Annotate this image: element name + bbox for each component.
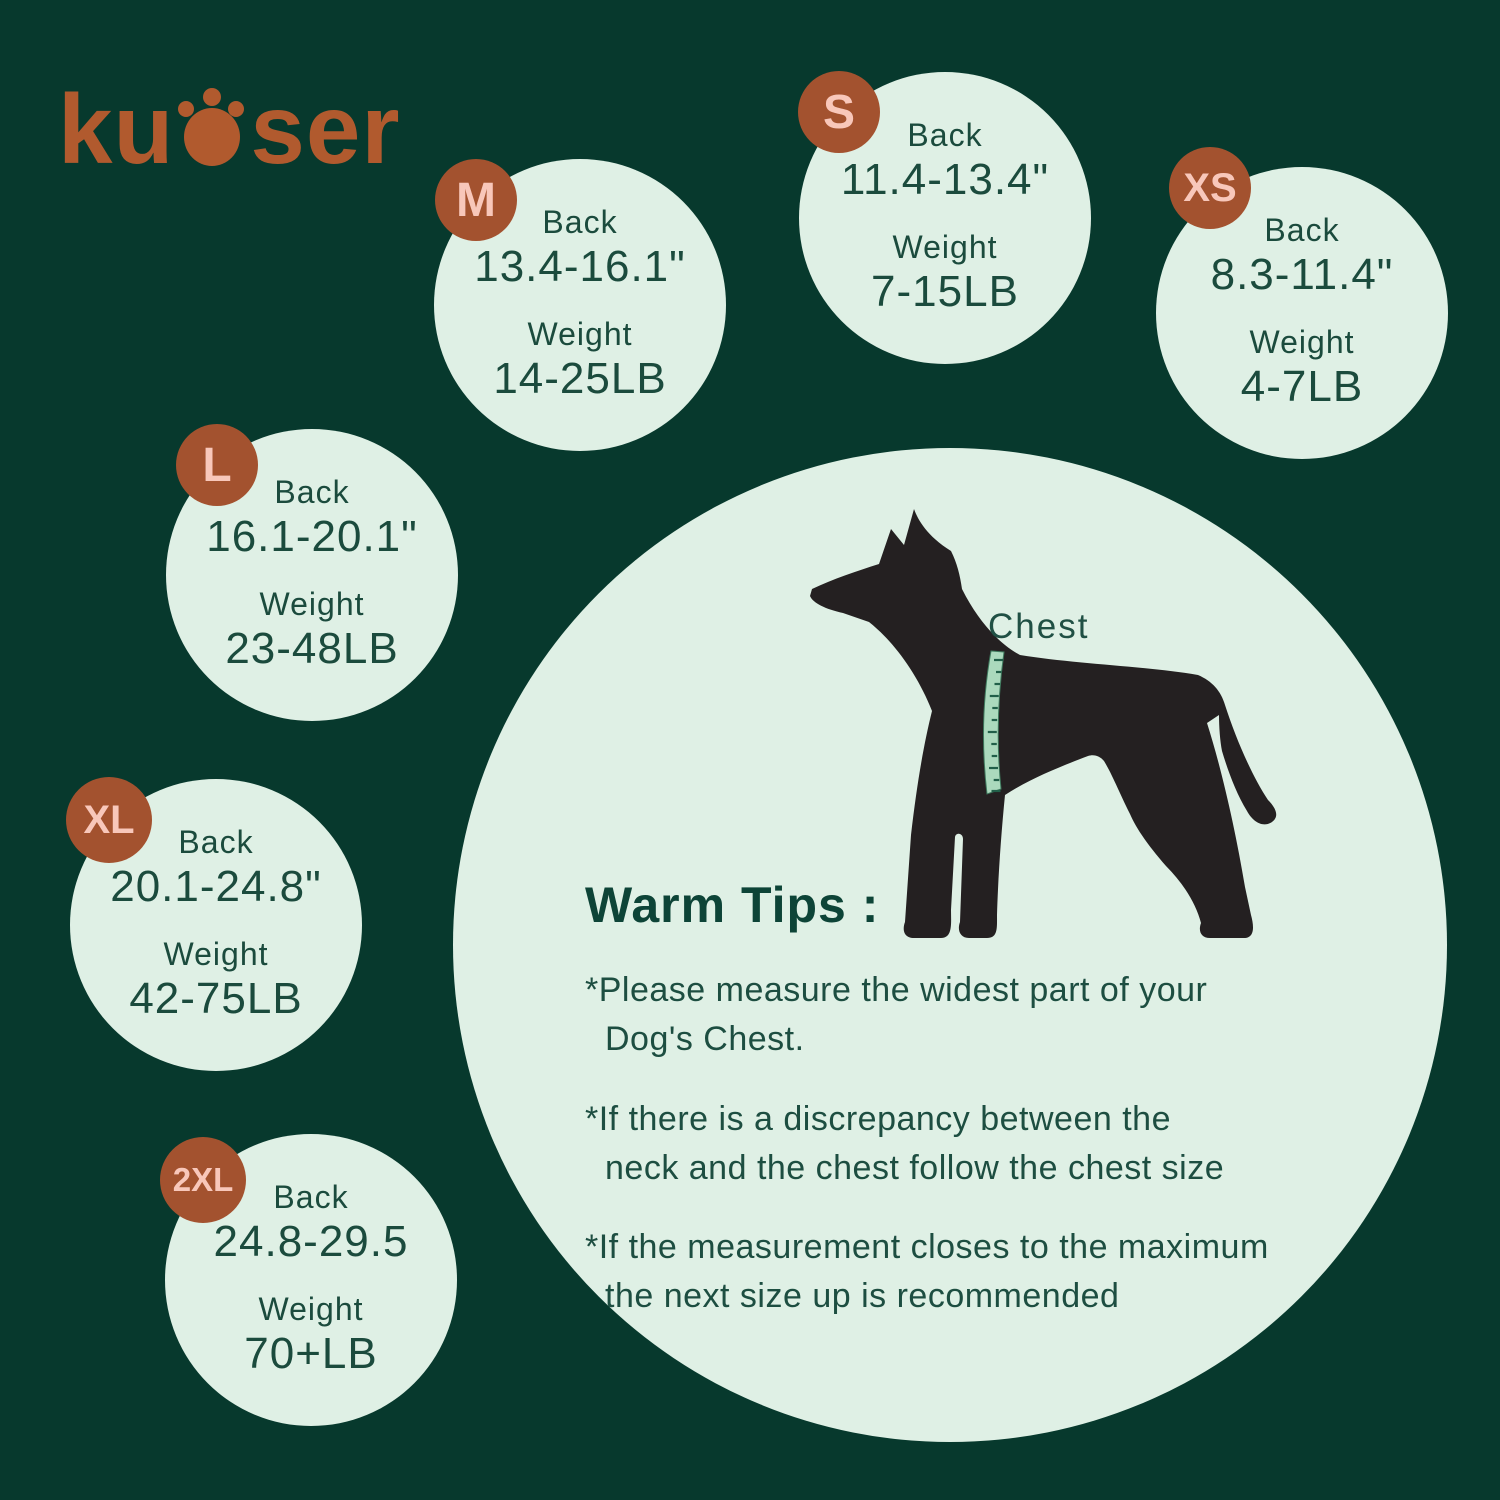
back-range: 24.8-29.5 (213, 1217, 409, 1267)
size-badge-2xl: 2XL (160, 1137, 246, 1223)
back-label: Back (274, 474, 350, 511)
tip-text: *If there is a discrepancy between the (585, 1099, 1171, 1138)
size-badge-label: XS (1183, 165, 1237, 210)
weight-range: 4-7LB (1240, 361, 1364, 411)
warm-tip-item: *Please measure the widest part of your … (585, 966, 1315, 1065)
warm-tips-section: Warm Tips : *Please measure the widest p… (585, 876, 1315, 1352)
chest-label: Chest (988, 607, 1089, 646)
size-badge-s: S (798, 71, 880, 153)
size-circle-m: M Back 13.4-16.1" Weight 14-25LB (434, 159, 726, 451)
paw-pad-icon (184, 108, 241, 166)
size-badge-l: L (176, 424, 258, 506)
size-badge-label: L (202, 438, 232, 492)
dog-silhouette (810, 509, 1277, 938)
back-range: 13.4-16.1" (474, 242, 686, 292)
size-circle-xs: XS Back 8.3-11.4" Weight 4-7LB (1156, 147, 1448, 459)
warm-tips-title: Warm Tips : (585, 877, 880, 933)
weight-label: Weight (163, 936, 269, 972)
size-circle-s: S Back 11.4-13.4" Weight 7-15LB (798, 71, 1091, 364)
dog-measure-illustration: Chest (810, 509, 1277, 938)
back-range: 20.1-24.8" (110, 862, 322, 912)
size-circle-l: L Back 16.1-20.1" Weight 23-48LB (166, 424, 458, 721)
back-range: 16.1-20.1" (206, 512, 418, 562)
tip-text: *If the measurement closes to the maximu… (585, 1228, 1269, 1267)
size-badge-label: 2XL (172, 1161, 234, 1198)
tip-text: the next size up is recommended (605, 1277, 1120, 1316)
logo-text-start: ku (58, 74, 175, 184)
paw-icon (178, 88, 245, 166)
back-range: 8.3-11.4" (1210, 250, 1394, 300)
weight-label: Weight (892, 229, 998, 265)
size-circle-xl: XL Back 20.1-24.8" Weight 42-75LB (66, 777, 362, 1071)
back-label: Back (907, 117, 983, 154)
paw-toe-icon (228, 101, 245, 117)
weight-label: Weight (1249, 324, 1355, 360)
logo-text-end: ser (250, 74, 401, 184)
weight-label: Weight (527, 316, 633, 352)
warm-tip-item: *If there is a discrepancy between the n… (585, 1095, 1315, 1194)
weight-range: 70+LB (244, 1328, 378, 1378)
size-badge-label: M (456, 173, 496, 227)
back-label: Back (1264, 212, 1340, 249)
weight-label: Weight (258, 1291, 364, 1327)
size-badge-label: S (822, 85, 855, 139)
tip-text: Dog's Chest. (605, 1020, 805, 1059)
measure-diagram-circle: Chest Warm Tips : *Please measure the wi… (453, 448, 1447, 1442)
weight-range: 14-25LB (493, 353, 667, 403)
back-label: Back (178, 824, 254, 861)
paw-toe-icon (178, 101, 195, 117)
back-label: Back (273, 1179, 349, 1216)
size-circle-2xl: 2XL Back 24.8-29.5 Weight 70+LB (160, 1134, 457, 1426)
size-badge-xl: XL (66, 777, 152, 863)
size-badge-m: M (435, 159, 517, 241)
tip-text: neck and the chest follow the chest size (605, 1148, 1225, 1187)
size-badge-xs: XS (1169, 147, 1251, 229)
brand-logo: ku ser (58, 58, 401, 178)
size-badge-label: XL (83, 797, 135, 842)
weight-range: 42-75LB (129, 973, 303, 1023)
weight-range: 23-48LB (225, 623, 399, 673)
measuring-tape-ticks (987, 658, 1003, 793)
paw-toe-icon (203, 88, 222, 106)
warm-tip-item: *If the measurement closes to the maximu… (585, 1223, 1315, 1322)
weight-label: Weight (259, 586, 365, 622)
tip-text: *Please measure the widest part of your (585, 971, 1208, 1009)
weight-range: 7-15LB (871, 266, 1019, 316)
back-range: 11.4-13.4" (840, 155, 1050, 205)
back-label: Back (542, 204, 618, 241)
